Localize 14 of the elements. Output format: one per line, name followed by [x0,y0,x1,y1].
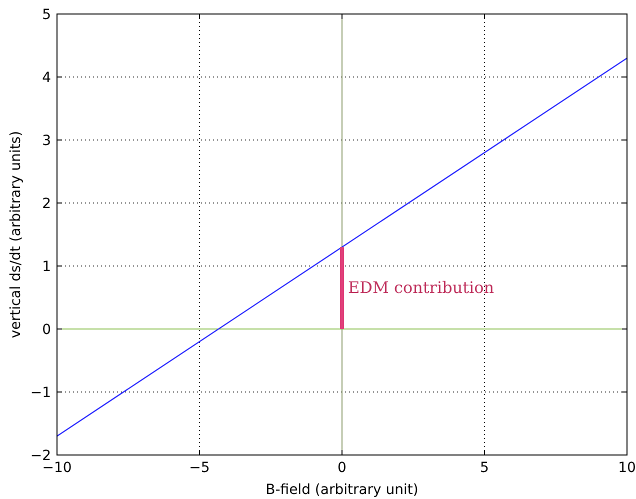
x-axis-title: B-field (arbitrary unit) [266,482,418,498]
y-tick-label: 2 [42,196,51,212]
x-tick-label: 0 [338,460,346,476]
y-tick-label: 3 [42,133,51,149]
x-tick-label: −5 [189,460,210,476]
y-tick-label: 4 [42,70,52,86]
y-tick-label: 1 [42,259,51,275]
x-tick-label: 5 [480,460,489,476]
y-tick-label: 0 [42,322,51,338]
y-tick-label: 5 [42,7,51,23]
series-label: EDM contribution [348,278,494,298]
x-tick-label: 10 [618,460,636,476]
y-axis-title: vertical ds/dt (arbitrary units) [8,130,24,338]
y-tick-label: −1 [30,385,51,401]
